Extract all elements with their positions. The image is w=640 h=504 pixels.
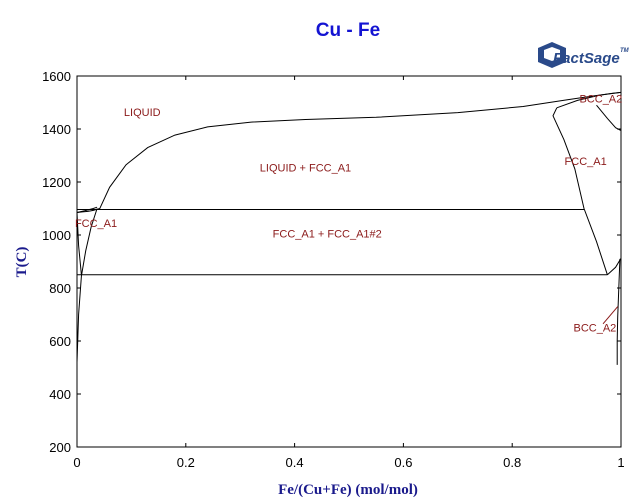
logo-wordmark: FactSage	[553, 50, 620, 67]
y-tick-label: 200	[49, 440, 71, 455]
x-tick-label: 0.6	[394, 455, 412, 470]
x-tick-label: 0.8	[503, 455, 521, 470]
x-axis-label: Fe/(Cu+Fe) (mol/mol)	[278, 482, 418, 498]
phase-region-label: BCC_A2	[579, 94, 622, 106]
y-axis-ticks: 200 400 600 800 1000 1200 1400 1600	[42, 69, 621, 455]
y-tick-label: 1200	[42, 175, 71, 190]
x-axis-ticks: 0 0.2 0.4 0.6 0.8 1	[73, 76, 625, 470]
chart-title: Cu - Fe	[316, 20, 380, 41]
phase-region-labels: LIQUID LIQUID + FCC_A1 FCC_A1 FCC_A1 + FCC_…	[75, 94, 622, 335]
phase-boundary-curve	[556, 91, 622, 109]
bcc-leader-line	[602, 306, 619, 325]
isotherm-lines	[77, 209, 608, 276]
y-tick-label: 800	[49, 281, 71, 296]
phase-region-label: FCC_A1	[565, 156, 607, 168]
x-tick-label: 0.4	[286, 455, 304, 470]
phase-boundary-curve	[607, 258, 622, 276]
phase-region-label: LIQUID + FCC_A1	[260, 162, 351, 174]
y-tick-label: 1600	[42, 69, 71, 84]
phase-region-label: FCC_A1 + FCC_A1#2	[273, 229, 382, 241]
phase-boundary-curve	[616, 258, 621, 365]
phase-region-label: LIQUID	[124, 107, 161, 119]
logo-cube-face	[544, 47, 560, 61]
plot-frame	[76, 75, 622, 448]
phase-boundary-curve	[76, 91, 622, 213]
phase-region-label: FCC_A1	[75, 218, 117, 230]
phase-boundary-curve	[76, 208, 98, 363]
y-tick-label: 1000	[42, 228, 71, 243]
phase-region-label: BCC_A2	[573, 323, 616, 335]
x-tick-label: 0.2	[177, 455, 195, 470]
bcc-a2-leader	[602, 306, 619, 325]
phase-boundary-curve	[552, 107, 608, 275]
logo-trademark: TM	[620, 48, 630, 54]
phase-boundary-curve	[76, 212, 82, 275]
x-tick-label: 1	[617, 455, 624, 470]
y-tick-label: 400	[49, 387, 71, 402]
y-axis-label: T(C)	[14, 247, 30, 278]
x-tick-label: 0	[73, 455, 80, 470]
phase-boundaries	[76, 91, 622, 365]
factsage-logo: FactSage TM	[538, 42, 630, 68]
y-tick-label: 600	[49, 334, 71, 349]
y-tick-label: 1400	[42, 122, 71, 137]
phase-boundary-curve	[596, 104, 622, 132]
